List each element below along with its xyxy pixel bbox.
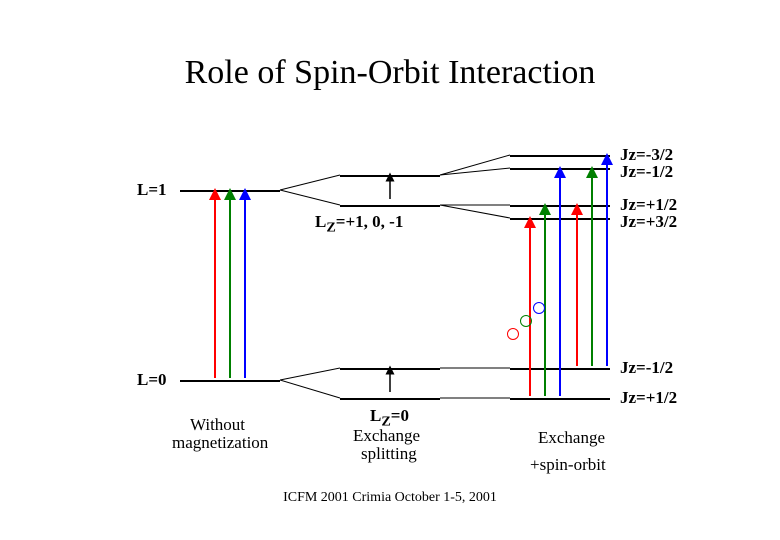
circle-jz-p32-origin-3 (533, 302, 545, 314)
arrows-svg (140, 150, 700, 480)
circle-jz-p32-origin-2 (520, 315, 532, 327)
diagram-area: L=1 L=0 LZ=+1, 0, -1 LZ=0 Exchange split… (140, 150, 700, 480)
footer-text: ICFM 2001 Crimia October 1-5, 2001 (0, 490, 780, 506)
page-title: Role of Spin-Orbit Interaction (0, 54, 780, 92)
circle-jz-p32-origin-1 (507, 328, 519, 340)
